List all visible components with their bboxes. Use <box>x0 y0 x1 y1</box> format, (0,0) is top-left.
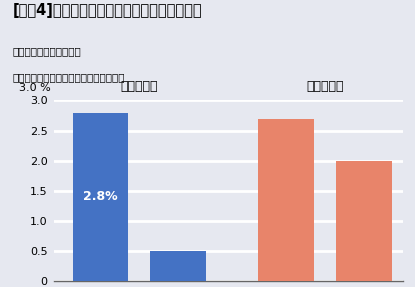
Text: 2.0%: 2.0% <box>347 214 381 228</box>
Text: 0.5%: 0.5% <box>161 260 195 273</box>
Text: 2.8%: 2.8% <box>83 190 118 203</box>
Text: 刈込平均値: 刈込平均値 <box>306 80 344 93</box>
Text: 3.0 %: 3.0 % <box>19 83 51 93</box>
Text: 注：生鮮食品を除く総合: 注：生鮮食品を除く総合 <box>12 46 81 56</box>
Bar <box>259 119 314 281</box>
Bar <box>150 251 206 281</box>
Bar <box>336 161 392 281</box>
Bar <box>73 113 128 281</box>
Text: 資料：総務省統計局「消費者物価指数」: 資料：総務省統計局「消費者物価指数」 <box>12 72 125 82</box>
Text: [図表4]消費者物価の加重中央値と刈込平均値: [図表4]消費者物価の加重中央値と刈込平均値 <box>12 3 202 18</box>
Text: 2.7%: 2.7% <box>269 193 304 206</box>
Text: 加重中央値: 加重中央値 <box>120 80 158 93</box>
